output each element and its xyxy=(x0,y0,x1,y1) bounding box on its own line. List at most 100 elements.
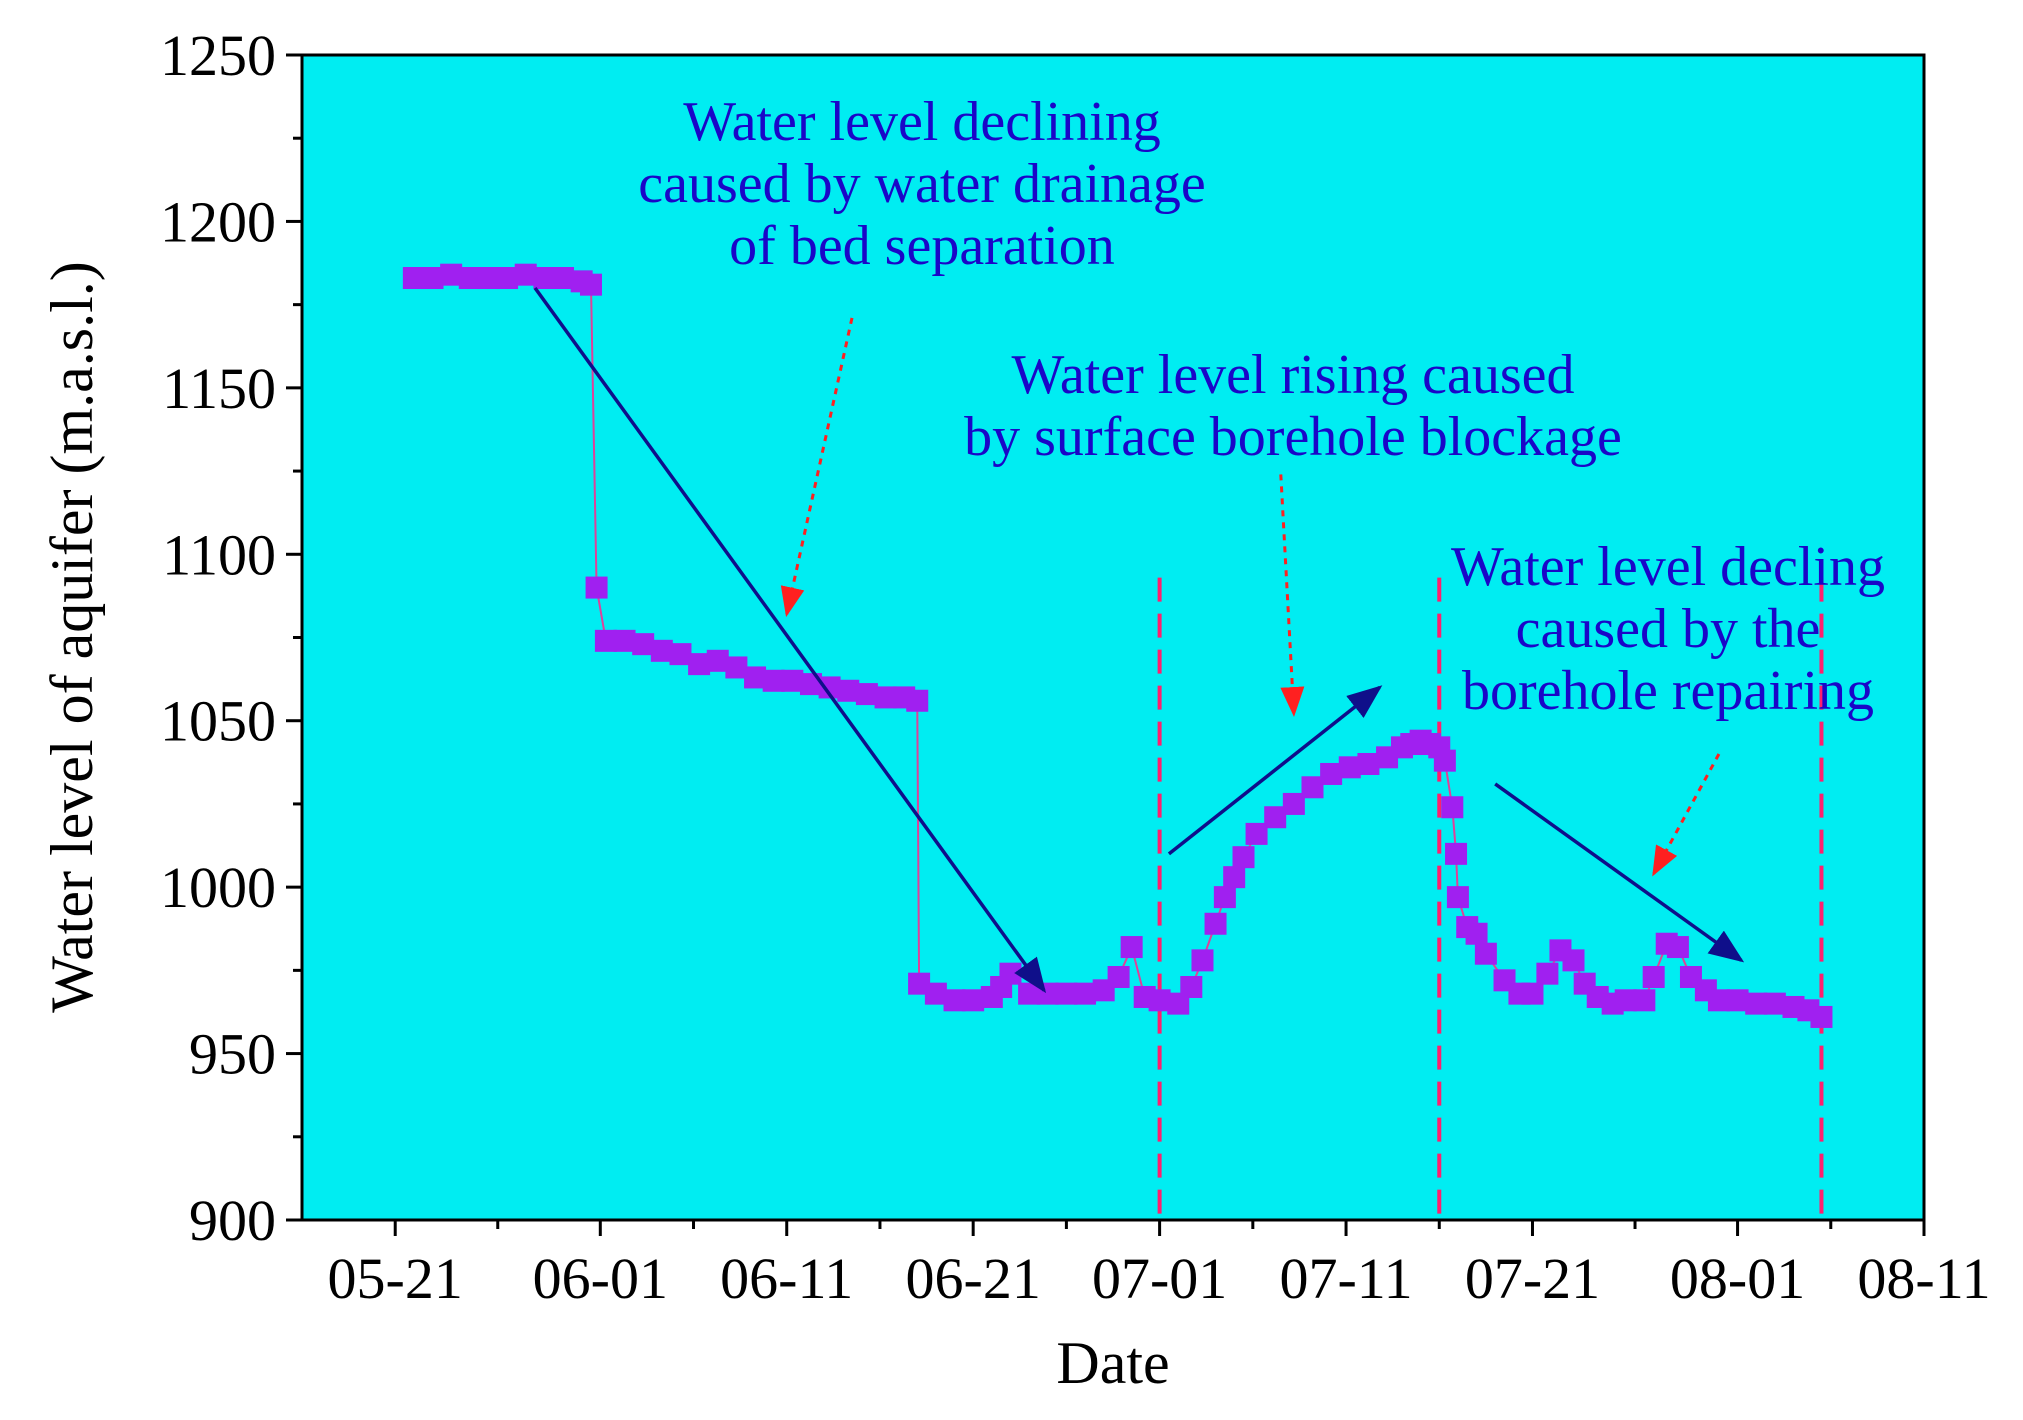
series-connector xyxy=(916,700,921,984)
y-axis-title: Water level of aquifer (m.a.s.l.) xyxy=(39,261,105,1013)
data-point xyxy=(1213,886,1236,909)
data-point xyxy=(1167,992,1190,1015)
data-point xyxy=(477,267,500,290)
data-point xyxy=(1264,806,1287,829)
data-point xyxy=(1180,976,1203,998)
data-point xyxy=(908,972,931,995)
data-point xyxy=(594,629,617,652)
data-point xyxy=(1446,886,1469,909)
data-point xyxy=(585,576,608,599)
annotation-2-line: Water level rising caused xyxy=(1011,344,1574,406)
data-point xyxy=(855,683,878,706)
data-point xyxy=(1763,992,1786,1015)
y-tick-label: 1250 xyxy=(160,23,276,88)
data-point xyxy=(1055,982,1078,1005)
data-point xyxy=(999,962,1022,985)
trend-arrows xyxy=(533,286,1745,994)
annotation-arrows xyxy=(780,317,1721,877)
y-tick-label: 900 xyxy=(189,1188,276,1253)
water-level-series xyxy=(402,263,1833,1028)
annotation-3-line: caused by the xyxy=(1516,598,1821,660)
data-point xyxy=(706,649,729,672)
annotation-1-line: Water level declining xyxy=(683,91,1161,153)
x-tick-label: 07-01 xyxy=(1092,1246,1227,1311)
data-point xyxy=(781,669,804,692)
data-point xyxy=(1204,912,1227,935)
data-point xyxy=(924,982,947,1005)
x-tick-label: 08-01 xyxy=(1670,1246,1805,1311)
data-point xyxy=(1445,842,1468,865)
data-point xyxy=(1562,949,1585,972)
data-point xyxy=(613,629,636,652)
y-tick-label: 1100 xyxy=(162,522,276,587)
data-point xyxy=(552,267,575,290)
x-tick-label: 06-01 xyxy=(533,1246,668,1311)
data-point xyxy=(1338,756,1361,779)
data-point xyxy=(1232,846,1255,869)
data-point xyxy=(688,653,711,676)
x-tick-label: 07-11 xyxy=(1279,1246,1412,1311)
x-tick-label: 05-21 xyxy=(328,1246,463,1311)
trend-arrow-decline xyxy=(533,286,1047,994)
data-point xyxy=(402,267,425,290)
annotation-3-line: Water level decling xyxy=(1451,536,1885,598)
annotation-arrow-2 xyxy=(1279,474,1305,718)
trend-arrow-decline xyxy=(1494,782,1745,963)
y-tick-label: 1000 xyxy=(160,855,276,920)
y-tick-label: 1150 xyxy=(162,356,276,421)
data-point xyxy=(1148,989,1171,1012)
data-point xyxy=(496,267,519,290)
data-point xyxy=(1107,966,1130,989)
data-point xyxy=(762,669,785,692)
data-point xyxy=(632,633,655,656)
annotation-1-line: of bed separation xyxy=(729,215,1115,277)
data-point xyxy=(1474,942,1497,965)
data-point xyxy=(533,267,556,290)
data-point xyxy=(1245,822,1268,845)
data-point xyxy=(1120,936,1143,959)
data-point xyxy=(1074,982,1097,1005)
data-point xyxy=(1536,962,1559,985)
data-point xyxy=(1441,796,1464,819)
x-tick-label: 06-21 xyxy=(906,1246,1041,1311)
data-point xyxy=(1745,992,1768,1015)
data-point xyxy=(1521,982,1544,1005)
data-point xyxy=(1223,866,1246,889)
axes: 900 950 1000 1050 1100 1150 1200 1250 05-21 06-01… xyxy=(160,23,1991,1311)
data-point xyxy=(1707,989,1730,1012)
data-point xyxy=(1810,1005,1833,1028)
data-point xyxy=(440,263,463,286)
data-point xyxy=(906,689,929,712)
data-point xyxy=(1301,776,1324,799)
data-point xyxy=(744,666,767,689)
data-point xyxy=(818,676,841,699)
trend-arrow-rise xyxy=(1167,685,1383,856)
data-point xyxy=(1357,752,1380,775)
data-point xyxy=(1633,989,1656,1012)
series-connector xyxy=(589,284,598,588)
data-point xyxy=(1433,749,1456,772)
y-tick-label: 1050 xyxy=(160,689,276,754)
data-point xyxy=(514,263,537,286)
x-axis-title: Date xyxy=(1056,1330,1169,1396)
data-point xyxy=(1642,966,1665,989)
annotation-1-line: caused by water drainage xyxy=(638,153,1206,215)
data-point xyxy=(962,989,985,1012)
y-tick-label: 950 xyxy=(189,1022,276,1087)
data-point xyxy=(725,656,748,679)
data-point xyxy=(669,643,692,666)
annotation-arrow-1 xyxy=(780,317,854,618)
data-point xyxy=(1282,792,1305,815)
data-point xyxy=(1465,922,1488,945)
data-point xyxy=(458,267,481,290)
data-point xyxy=(874,686,897,709)
data-point xyxy=(1191,949,1214,972)
data-point xyxy=(1726,989,1749,1012)
y-tick-label: 1200 xyxy=(160,189,276,254)
annotation-3-line: borehole repairing xyxy=(1462,660,1874,722)
data-point xyxy=(1320,762,1343,785)
data-point xyxy=(650,639,673,662)
x-tick-label: 06-11 xyxy=(720,1246,853,1311)
